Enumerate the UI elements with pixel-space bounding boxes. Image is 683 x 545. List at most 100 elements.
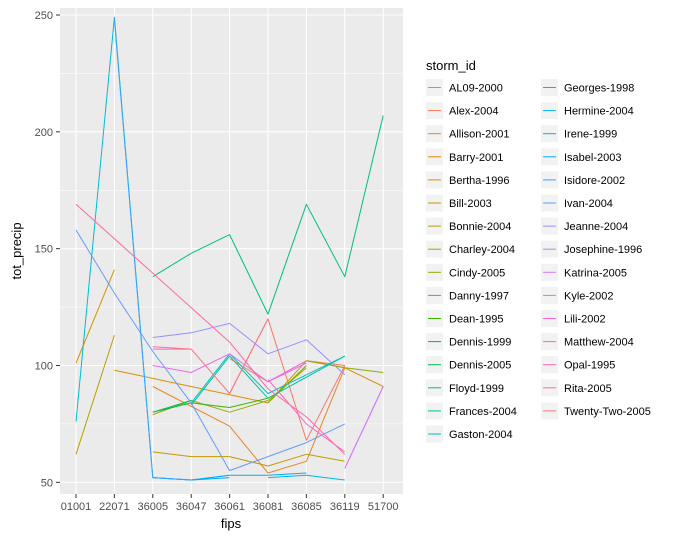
series-line	[152, 318, 269, 394]
legend-label: Isidore-2002	[564, 175, 625, 187]
series-line	[152, 322, 346, 376]
series-line	[152, 451, 345, 467]
y-tick-label: 250	[35, 10, 53, 22]
series-line	[267, 362, 307, 383]
x-tick-label: 36081	[253, 501, 284, 513]
legend-item: Isidore-2002	[541, 171, 625, 189]
legend-label: Isabel-2003	[564, 152, 622, 164]
legend-label: Gaston-2004	[449, 429, 513, 441]
y-axis-title: tot_precip	[9, 222, 24, 279]
legend-item: Katrina-2005	[541, 263, 627, 281]
legend-label: Frances-2004	[449, 406, 517, 418]
y-tick-label: 150	[35, 244, 53, 256]
legend-label: AL09-2000	[449, 83, 503, 95]
x-tick-label: 01001	[61, 501, 92, 513]
x-tick-label: 36047	[176, 501, 207, 513]
legend-label: Barry-2001	[449, 152, 503, 164]
series-line	[152, 115, 384, 315]
legend-item: Jeanne-2004	[541, 217, 628, 235]
legend-item: Charley-2004	[426, 240, 515, 258]
legend-item: Hermine-2004	[541, 102, 634, 120]
legend-item: Alex-2004	[426, 102, 499, 120]
legend-item: Georges-1998	[541, 79, 634, 96]
legend-item: Bonnie-2004	[426, 217, 511, 235]
legend-label: Jeanne-2004	[564, 221, 628, 233]
legend-item: Floyd-1999	[426, 379, 504, 397]
series-line	[152, 353, 307, 383]
series-lines	[75, 16, 384, 481]
legend-label: Alex-2004	[449, 106, 499, 118]
series-line	[306, 360, 384, 373]
series-line	[267, 379, 346, 453]
series-line	[191, 397, 269, 408]
legend-label: Rita-2005	[564, 383, 612, 395]
legend-label: Matthew-2004	[564, 337, 634, 349]
legend-item: Allison-2001	[426, 125, 510, 143]
x-tick-label: 36061	[214, 501, 245, 513]
legend-item: Opal-1995	[541, 356, 615, 374]
legend-item: Gaston-2004	[426, 425, 513, 443]
legend-item: Ivan-2004	[541, 194, 613, 212]
legend-label: Josephine-1996	[564, 244, 642, 256]
series-line	[152, 367, 307, 416]
legend: storm_id AL09-2000 Alex-2004 Allison-2001 B…	[426, 58, 651, 443]
series-line	[191, 477, 230, 481]
legend-label: Hermine-2004	[564, 106, 634, 118]
legend-title: storm_id	[426, 58, 476, 73]
legend-item: Irene-1999	[541, 125, 617, 143]
series-line	[267, 474, 345, 481]
legend-label: Dennis-2005	[449, 360, 511, 372]
legend-label: Cindy-2005	[449, 267, 505, 279]
legend-item: Lili-2002	[541, 310, 606, 327]
legend-item: Josephine-1996	[541, 240, 642, 258]
x-tick-label: 36085	[291, 501, 322, 513]
legend-label: Danny-1997	[449, 290, 509, 302]
legend-label: Dennis-1999	[449, 337, 511, 349]
x-axis-title: fips	[221, 516, 242, 531]
legend-label: Charley-2004	[449, 244, 515, 256]
legend-label: Opal-1995	[564, 360, 615, 372]
legend-item: Cindy-2005	[426, 263, 505, 281]
series-line	[75, 203, 346, 455]
series-line	[75, 269, 115, 364]
grid-lines	[60, 8, 403, 494]
legend-item: Frances-2004	[426, 402, 517, 420]
legend-item: Twenty-Two-2005	[541, 402, 651, 420]
x-tick-label: 36005	[138, 501, 169, 513]
series-line	[344, 386, 384, 469]
legend-item: Dean-1995	[426, 310, 503, 327]
legend-label: Twenty-Two-2005	[564, 406, 651, 418]
legend-item: Dennis-1999	[426, 333, 511, 351]
legend-item: Matthew-2004	[541, 333, 634, 351]
axes: 50 100 150 200 250 01001 22071 36005 36047 36061 3…	[35, 10, 399, 513]
legend-label: Georges-1998	[564, 83, 634, 95]
legend-item: Kyle-2002	[541, 286, 614, 304]
legend-item: Barry-2001	[426, 148, 503, 166]
legend-item: Danny-1997	[426, 286, 509, 304]
legend-label: Bill-2003	[449, 198, 492, 210]
legend-label: Lili-2002	[564, 314, 606, 326]
y-tick-label: 100	[35, 360, 53, 372]
legend-label: Dean-1995	[449, 314, 503, 326]
legend-label: Irene-1999	[564, 129, 617, 141]
legend-label: Ivan-2004	[564, 198, 613, 210]
legend-label: Bonnie-2004	[449, 221, 511, 233]
legend-item: Isabel-2003	[541, 148, 622, 166]
legend-item: Bertha-1996	[426, 171, 510, 189]
series-line	[190, 353, 346, 404]
series-line	[75, 229, 346, 472]
legend-item: Bill-2003	[426, 194, 492, 212]
series-line	[152, 367, 346, 474]
legend-label: Katrina-2005	[564, 267, 627, 279]
series-line	[75, 334, 115, 455]
legend-label: Floyd-1999	[449, 383, 504, 395]
legend-item: AL09-2000	[426, 79, 503, 96]
x-tick-label: 22071	[99, 501, 130, 513]
series-line	[152, 400, 192, 413]
series-line	[113, 19, 192, 481]
legend-label: Allison-2001	[449, 129, 510, 141]
legend-item: Dennis-2005	[426, 356, 511, 374]
plot-panel	[60, 8, 403, 494]
